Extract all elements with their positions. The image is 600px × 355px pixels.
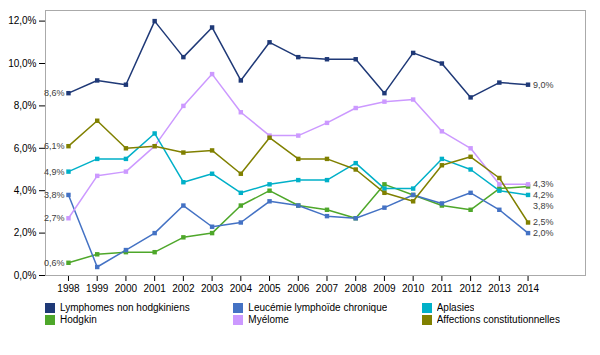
svg-text:6,0%: 6,0%: [14, 143, 37, 154]
svg-text:2004: 2004: [230, 283, 253, 294]
svg-text:4,9%: 4,9%: [44, 167, 65, 177]
svg-text:4,3%: 4,3%: [533, 179, 554, 189]
svg-text:8,0%: 8,0%: [14, 100, 37, 111]
svg-text:2002: 2002: [172, 283, 195, 294]
svg-text:2003: 2003: [201, 283, 224, 294]
svg-text:2010: 2010: [402, 283, 425, 294]
svg-text:10,0%: 10,0%: [8, 58, 36, 69]
svg-text:9,0%: 9,0%: [533, 80, 554, 90]
svg-text:6,1%: 6,1%: [44, 141, 65, 151]
svg-text:4,2%: 4,2%: [533, 190, 554, 200]
html-text:Leucémie lymphoïde chronique: Leucémie lymphoïde chronique: [248, 302, 388, 313]
svg-text:2005: 2005: [258, 283, 281, 294]
svg-text:2011: 2011: [431, 283, 453, 294]
svg-text:2012: 2012: [459, 283, 482, 294]
svg-text:3,8%: 3,8%: [533, 201, 554, 211]
svg-text:2000: 2000: [115, 283, 138, 294]
svg-text:2009: 2009: [373, 283, 396, 294]
svg-text:2006: 2006: [287, 283, 310, 294]
html-text:Aplasies: Aplasies: [436, 302, 475, 313]
svg-text:1998: 1998: [57, 283, 80, 294]
svg-text:2,7%: 2,7%: [44, 213, 65, 223]
svg-text:2,0%: 2,0%: [14, 227, 37, 238]
svg-text:2001: 2001: [144, 283, 167, 294]
html-text:Myélome: Myélome: [248, 314, 289, 325]
html-text:Affections constitutionnelles: Affections constitutionnelles: [436, 314, 560, 325]
html-text:Hodgkin: Hodgkin: [60, 314, 97, 325]
html-text:Lymphomes non hodgkiniens: Lymphomes non hodgkiniens: [60, 302, 190, 313]
svg-text:2014: 2014: [517, 283, 540, 294]
svg-text:12,0%: 12,0%: [8, 15, 36, 26]
svg-text:0,6%: 0,6%: [44, 258, 65, 268]
svg-text:1999: 1999: [86, 283, 109, 294]
svg-text:0,0%: 0,0%: [14, 270, 37, 281]
svg-text:2008: 2008: [345, 283, 368, 294]
svg-text:3,8%: 3,8%: [44, 190, 65, 200]
svg-text:8,6%: 8,6%: [44, 88, 65, 98]
svg-text:2007: 2007: [316, 283, 339, 294]
svg-text:2013: 2013: [488, 283, 511, 294]
svg-text:2,0%: 2,0%: [533, 228, 554, 238]
svg-text:2,5%: 2,5%: [533, 217, 554, 227]
svg-text:4,0%: 4,0%: [14, 185, 37, 196]
